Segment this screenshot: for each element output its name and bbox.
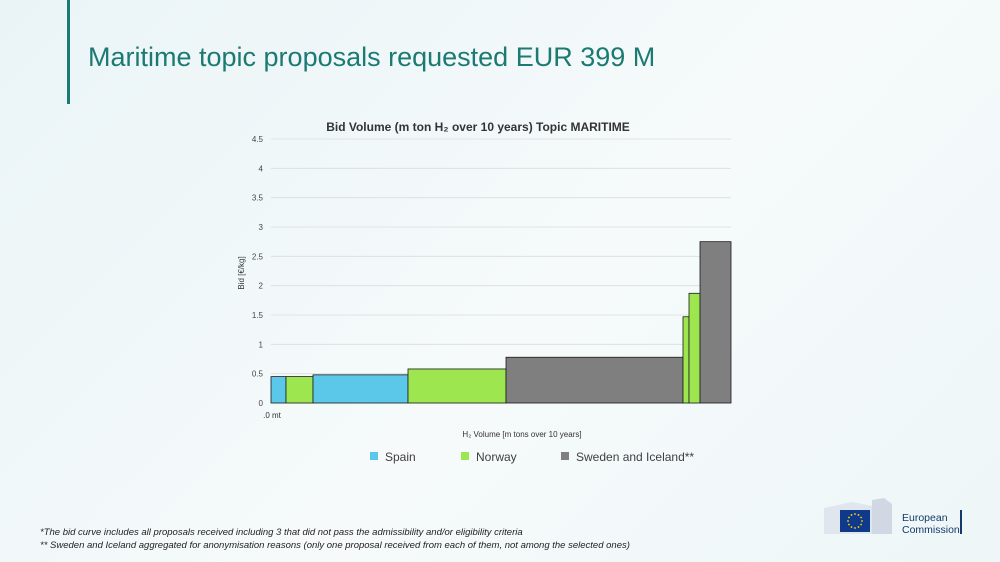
eu-star — [857, 526, 860, 528]
bar — [285, 376, 314, 404]
legend-swatch — [561, 452, 569, 460]
y-tick-label: 4.5 — [252, 135, 264, 144]
eu-star — [854, 527, 856, 529]
logo-text: European Commission — [902, 512, 960, 536]
eu-star — [848, 516, 850, 519]
y-tick-label: 2.5 — [252, 252, 264, 261]
x-tick-label: .0 mt — [263, 411, 282, 420]
legend-label: Sweden and Iceland** — [576, 450, 694, 464]
chart-bars — [270, 241, 732, 404]
bar — [699, 241, 732, 404]
y-tick-label: 4 — [259, 164, 264, 173]
logo-building-shape — [872, 498, 892, 534]
y-tick-label: 0 — [259, 399, 264, 408]
logo-divider — [960, 510, 962, 534]
eu-star — [847, 520, 849, 522]
eu-flag-icon — [840, 510, 870, 532]
bar — [312, 374, 409, 404]
footnote-2: ** Sweden and Iceland aggregated for ano… — [40, 540, 630, 551]
eu-star — [848, 523, 850, 526]
title-accent-bar — [67, 0, 70, 104]
eu-star — [860, 523, 862, 526]
y-tick-label: 1 — [259, 340, 264, 349]
bar — [270, 376, 287, 404]
x-axis-label: H₂ Volume [m tons over 10 years] — [462, 430, 581, 439]
eu-stars — [847, 513, 863, 529]
y-tick-label: 3 — [259, 223, 264, 232]
y-tick-label: 3.5 — [252, 194, 264, 203]
eu-star — [854, 513, 856, 515]
chart-title: Bid Volume (m ton H₂ over 10 years) Topi… — [326, 120, 630, 134]
eu-star — [860, 516, 862, 519]
legend-label: Spain — [385, 450, 416, 464]
bar — [682, 316, 690, 404]
eu-star — [857, 514, 860, 516]
logo-line-2: Commission — [902, 524, 960, 536]
footnote-1: *The bid curve includes all proposals re… — [40, 527, 523, 538]
y-tick-label: 2 — [259, 282, 264, 291]
legend-swatch — [370, 452, 378, 460]
eu-star — [861, 520, 863, 522]
y-axis-label: Bid [€/kg] — [237, 256, 246, 289]
page-title: Maritime topic proposals requested EUR 3… — [88, 42, 656, 72]
european-commission-logo — [824, 498, 892, 534]
logo-line-1: European — [902, 512, 948, 524]
eu-star — [850, 514, 853, 516]
y-tick-label: 1.5 — [252, 311, 264, 320]
y-axis-ticks: 0 0.5 1 1.5 2 2.5 3 3.5 4 4.5 — [252, 135, 264, 408]
bar — [505, 356, 684, 404]
y-tick-label: 0.5 — [252, 370, 264, 379]
chart-legend: Spain Norway Sweden and Iceland** — [370, 450, 694, 464]
eu-star — [850, 526, 853, 528]
legend-label: Norway — [476, 450, 517, 464]
bar — [407, 368, 507, 404]
bar — [688, 292, 701, 404]
legend-swatch — [461, 452, 469, 460]
